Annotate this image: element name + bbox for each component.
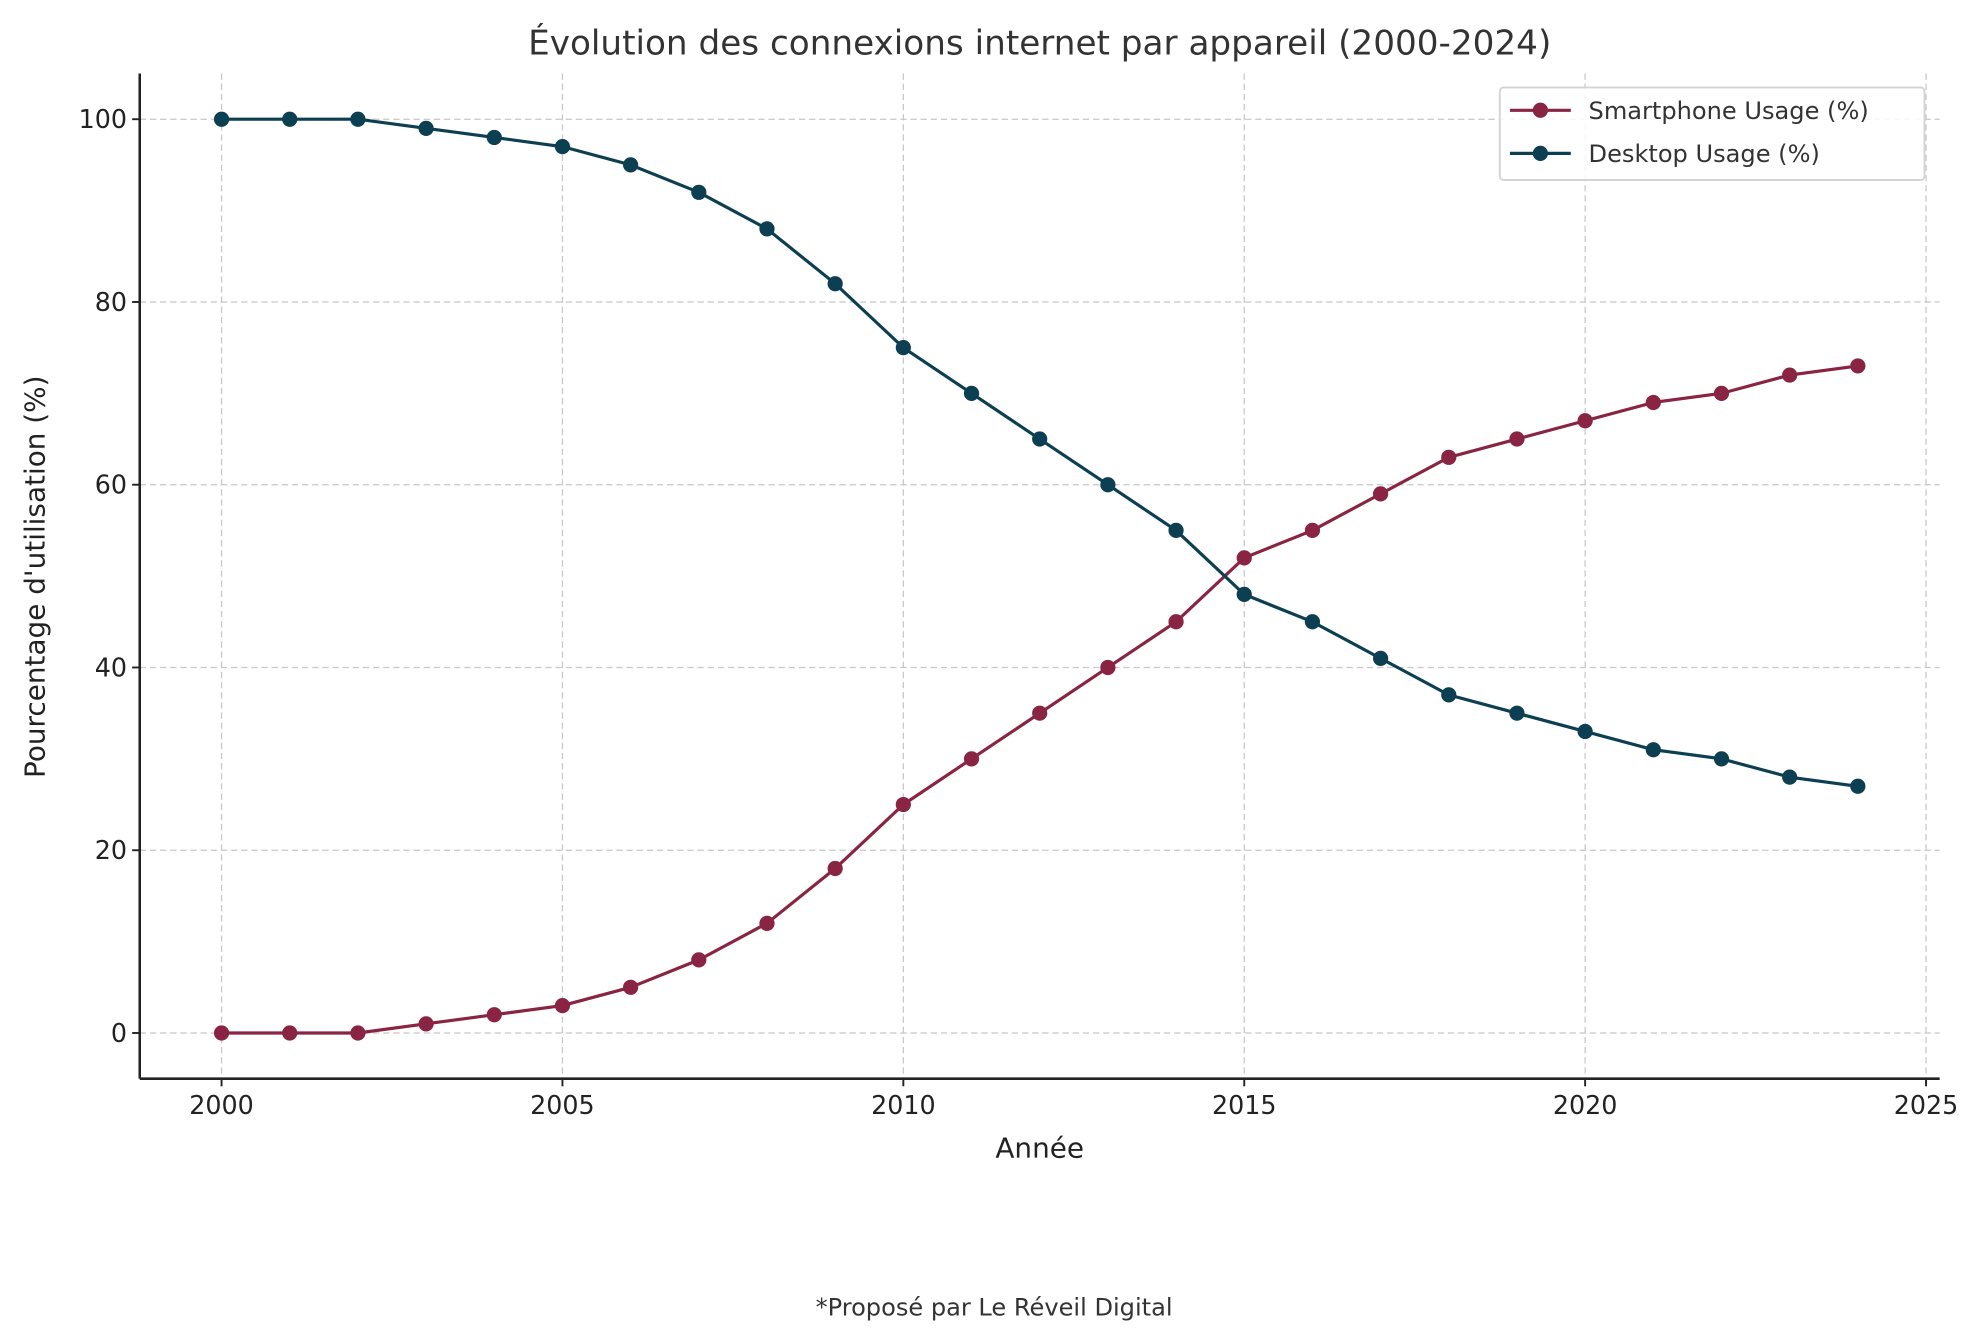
desktop-point [1304,614,1321,630]
smartphone-point [1577,413,1593,429]
chart-title: Évolution des connexions internet par ap… [528,23,1551,64]
desktop-point [895,340,911,356]
y-tick-label: 40 [95,652,127,682]
x-tick-label: 2025 [1894,1090,1959,1120]
desktop-point [1168,522,1184,539]
x-tick-label: 2005 [530,1090,595,1120]
desktop-point [827,276,843,292]
legend-desktop-marker [1532,145,1548,161]
legend-box [1498,86,1926,181]
smartphone-point [350,1025,366,1041]
legend-smartphone-marker [1532,102,1548,118]
legend-desktop-label: Desktop Usage (%) [1589,140,1820,168]
desktop-point [486,129,502,146]
x-tick-label: 2010 [871,1090,936,1120]
desktop-point [418,120,434,136]
grid [139,73,1940,1079]
legend-smartphone-label: Smartphone Usage (%) [1589,97,1869,125]
x-axis-label: Année [995,1131,1084,1164]
y-tick-label: 0 [111,1018,127,1048]
smartphone-point [1236,550,1252,566]
smartphone-point [691,952,707,968]
y-axis-label: Pourcentage d'utilisation (%) [19,375,52,778]
smartphone-point [895,796,911,813]
x-tick-label: 2000 [189,1090,254,1120]
desktop-point [623,157,639,173]
smartphone-point [213,1025,230,1041]
desktop-point [1577,723,1593,740]
desktop-point [1100,477,1116,493]
footer-credit: *Proposé par Le Réveil Digital [816,1294,1173,1322]
desktop-point [1032,431,1048,447]
desktop-point [1509,705,1525,721]
desktop-point [282,111,298,127]
y-tick-label: 80 [95,287,127,317]
x-tick-label: 2020 [1553,1090,1618,1120]
smartphone-point [1509,431,1525,447]
desktop-point [1236,586,1252,602]
desktop-point [1782,769,1798,785]
desktop-point [963,385,980,401]
smartphone-point [1100,659,1116,676]
smartphone-point [963,751,980,767]
y-tick-label: 60 [95,470,127,500]
smartphone-point [1304,522,1321,539]
smartphone-point [486,1007,502,1023]
legend: Smartphone Usage (%) Desktop Usage (%) [1498,86,1926,181]
smartphone-point [554,997,571,1014]
smartphone-point [1645,394,1661,411]
smartphone-point [1782,367,1798,383]
series-layer [213,111,1866,1041]
desktop-point [1645,742,1661,758]
y-tick-label: 20 [95,835,127,865]
smartphone-point [1372,486,1389,502]
desktop-point [1441,687,1457,703]
smartphone-point [1441,449,1457,465]
smartphone-point [1168,614,1184,630]
desktop-point [350,111,366,127]
desktop-point [1372,650,1389,666]
desktop-point [691,184,707,200]
smartphone-point [282,1025,298,1041]
smartphone-point [1850,358,1866,374]
y-tick-label: 100 [79,104,127,134]
smartphone-line [221,364,1859,1035]
x-tick-label: 2015 [1212,1090,1277,1120]
desktop-point [213,111,230,127]
ticks: 2000 2005 2010 2015 2020 2025 0 20 40 60 80 100 [79,104,1959,1120]
desktop-line [221,117,1859,788]
smartphone-point [418,1016,434,1032]
desktop-point [759,221,775,237]
smartphone-point [623,979,639,995]
smartphone-point [759,915,775,931]
desktop-point [554,139,571,155]
desktop-point [1850,778,1866,794]
smartphone-point [1713,385,1730,401]
desktop-point [1713,751,1730,767]
smartphone-point [827,860,843,877]
smartphone-point [1032,705,1048,721]
